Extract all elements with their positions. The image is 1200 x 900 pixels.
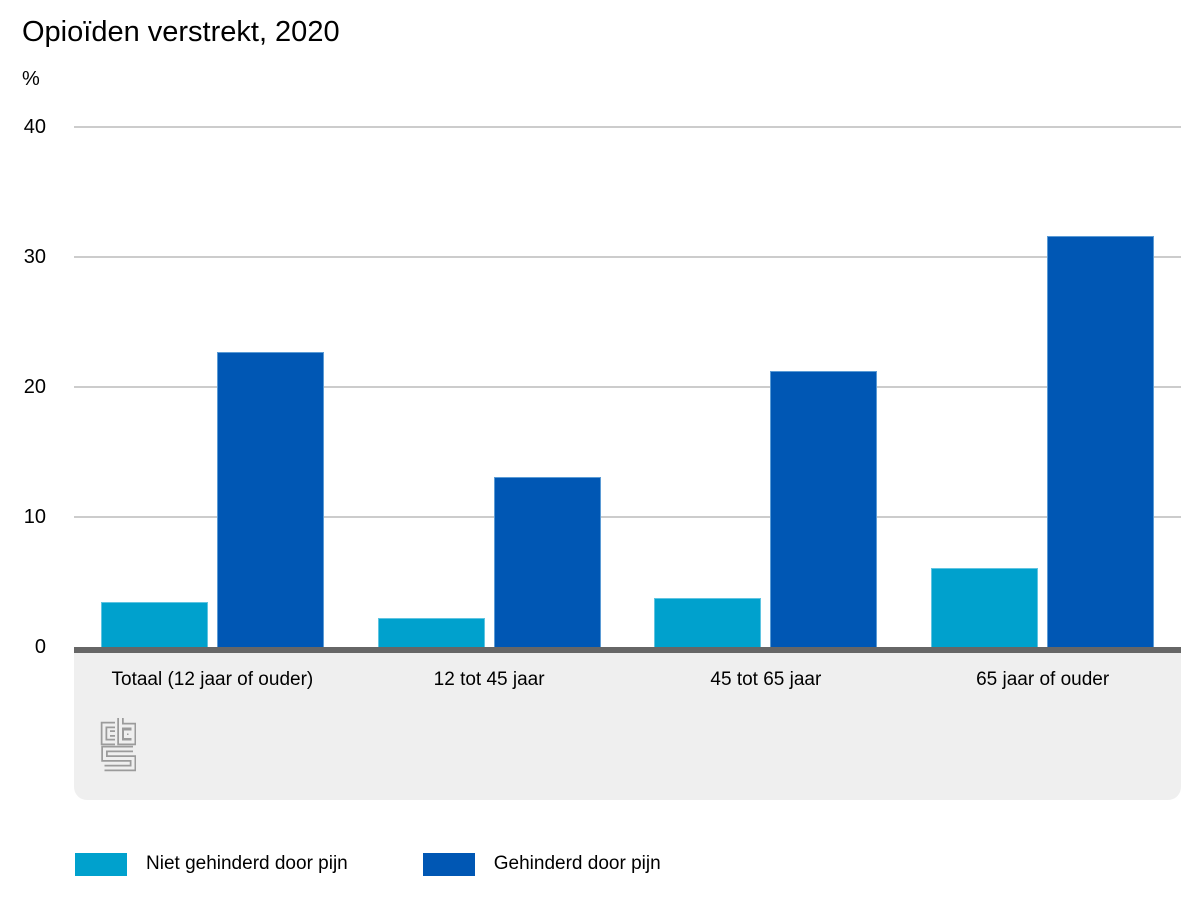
bar[interactable]	[1047, 236, 1155, 647]
bar[interactable]	[216, 351, 324, 647]
bar-group	[904, 127, 1181, 647]
y-axis-tick-label: 10	[23, 506, 46, 528]
category-label: 12 tot 45 jaar	[433, 669, 545, 690]
legend-item: Gehinderd door pijn	[422, 852, 661, 876]
bar[interactable]	[493, 476, 601, 647]
bars-layer	[74, 127, 1181, 647]
chart-title: Opioïden verstrekt, 2020	[22, 16, 340, 48]
bar[interactable]	[377, 618, 485, 647]
bar[interactable]	[654, 597, 762, 647]
category-labels-row: Totaal (12 jaar of ouder) 12 tot 45 jaar 4…	[74, 653, 1181, 693]
plot-area: 40 30 20 10 0	[24, 116, 1181, 658]
gridline	[74, 516, 1181, 518]
y-axis-tick-label: 20	[23, 376, 46, 398]
category-label: Totaal (12 jaar of ouder)	[111, 669, 314, 690]
bar-group	[351, 127, 628, 647]
category-label: 45 tot 65 jaar	[710, 669, 822, 690]
legend-label: Niet gehinderd door pijn	[146, 853, 348, 874]
legend-swatch	[422, 852, 475, 876]
y-axis-unit-label: %	[22, 68, 40, 90]
y-axis-tick-label: 30	[23, 246, 46, 268]
y-axis-tick-label: 0	[34, 636, 46, 658]
gridline	[74, 256, 1181, 258]
bar[interactable]	[100, 601, 208, 647]
x-axis-baseline	[74, 647, 1181, 653]
bar[interactable]	[770, 371, 878, 647]
legend-item: Niet gehinderd door pijn	[75, 852, 348, 876]
gridline	[74, 126, 1181, 128]
gridline	[74, 386, 1181, 388]
bar-group	[628, 127, 905, 647]
category-band: Totaal (12 jaar of ouder) 12 tot 45 jaar 4…	[74, 653, 1181, 800]
bar-group	[74, 127, 351, 647]
legend: Niet gehinderd door pijn Gehinderd door p…	[75, 852, 736, 876]
legend-label: Gehinderd door pijn	[493, 853, 661, 874]
cbs-logo	[98, 715, 137, 773]
legend-swatch	[75, 852, 127, 876]
category-label: 65 jaar of ouder	[976, 669, 1110, 690]
bar[interactable]	[931, 567, 1039, 647]
y-axis-tick-label: 40	[23, 116, 46, 138]
